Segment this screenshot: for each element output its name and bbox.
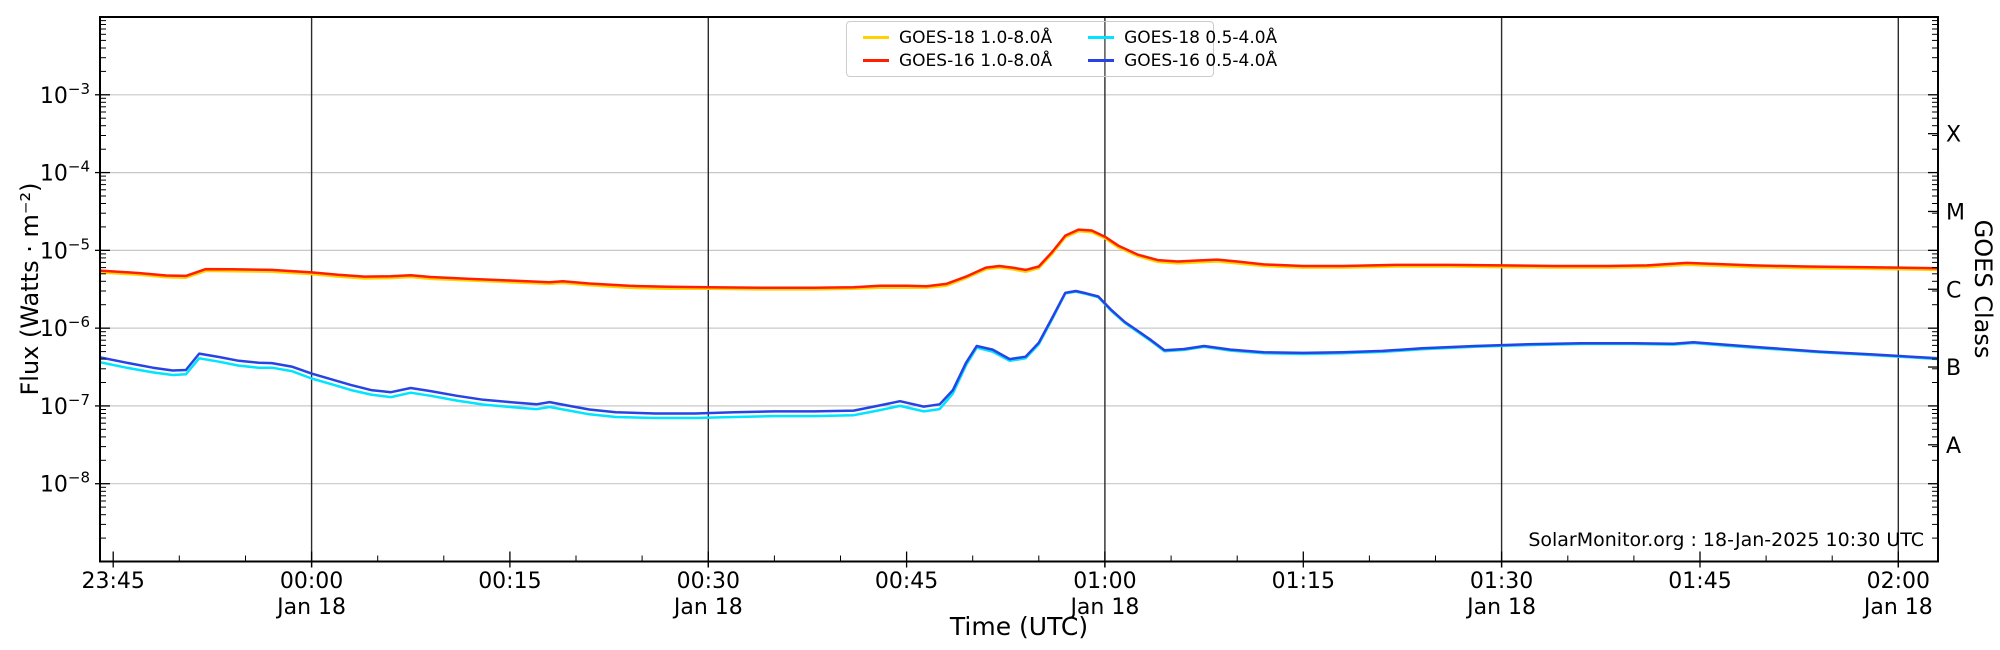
x-tick-label: 01:15 [1272,569,1335,594]
axis-ticks [95,20,1938,568]
goes-class-label: B [1946,356,1961,381]
series-line [100,228,1938,290]
legend-line-swatch [863,36,889,39]
x-tick-sublabel: Jan 18 [275,595,346,620]
legend-entry: GOES-18 1.0-8.0Å [863,28,1052,48]
legend-label: GOES-16 0.5-4.0Å [1124,50,1278,71]
goes-class-label: A [1946,434,1961,459]
x-tick-label: 00:30 [677,569,740,594]
x-tick-sublabel: Jan 18 [1068,595,1139,620]
plot-frame [99,16,1939,563]
goes-class-label: C [1946,278,1961,303]
y-tick-exponent: −7 [68,391,90,409]
legend-label: GOES-18 0.5-4.0Å [1124,27,1278,48]
x-tick-sublabel: Jan 18 [1862,595,1933,620]
y-tick-label: 10−8 [40,469,90,498]
legend-line-swatch [863,59,889,62]
y-tick-exponent: −4 [68,158,90,176]
y-tick-label: 10−7 [40,391,90,420]
x-tick-label: 00:00 [280,569,343,594]
legend-label: GOES-18 1.0-8.0Å [899,27,1053,48]
x-axis-label: Time (UTC) [949,612,1089,641]
y-axis-label: Flux (Watts · m⁻²) [16,182,44,396]
x-tick-sublabel: Jan 18 [672,595,743,620]
legend-entry: GOES-18 0.5-4.0Å [1088,28,1277,48]
series-line [100,290,1938,420]
y-tick-label: 10−5 [40,235,90,264]
vertical-gridlines [310,17,1900,568]
right-axis-label: GOES Class [1969,219,1997,359]
x-tick-label: 00:15 [478,569,541,594]
series-line [100,289,1938,415]
legend-line-swatch [1088,59,1115,62]
y-tick-exponent: −3 [68,80,90,98]
goes-class-label: M [1946,201,1965,226]
goes-class-letters: A B C M X [1946,123,1965,459]
x-tick-label: 23:45 [81,569,144,594]
y-tick-label: 10−4 [40,158,90,187]
y-tick-exponent: −5 [68,235,90,253]
y-tick-labels: 10−8 10−7 10−6 10−5 10−4 10−3 [40,80,90,498]
series-line [100,230,1938,291]
legend-entry: GOES-16 0.5-4.0Å [1088,51,1277,71]
source-annotation: SolarMonitor.org : 18-Jan-2025 10:30 UTC [1528,529,1924,551]
y-tick-label: 10−3 [40,80,90,109]
x-tick-label: 01:45 [1668,569,1731,594]
y-tick-exponent: −8 [68,469,90,487]
goes-class-label: X [1946,123,1961,148]
x-tick-sublabel: Jan 18 [1465,595,1536,620]
y-tick-exponent: −6 [68,313,90,331]
x-tick-label: 01:30 [1470,569,1533,594]
horizontal-gridlines [100,94,1938,485]
x-tick-label: 01:00 [1073,569,1136,594]
legend-label: GOES-16 1.0-8.0Å [899,50,1053,71]
legend-line-swatch [1088,36,1115,39]
legend-entry: GOES-16 1.0-8.0Å [863,51,1052,71]
y-tick-label: 10−6 [40,313,90,342]
x-tick-label: 00:45 [875,569,938,594]
x-tick-label: 02:00 [1867,569,1930,594]
legend: GOES-18 1.0-8.0Å GOES-16 1.0-8.0Å GOES-18 … [846,21,1277,77]
series-lines [100,228,1938,420]
